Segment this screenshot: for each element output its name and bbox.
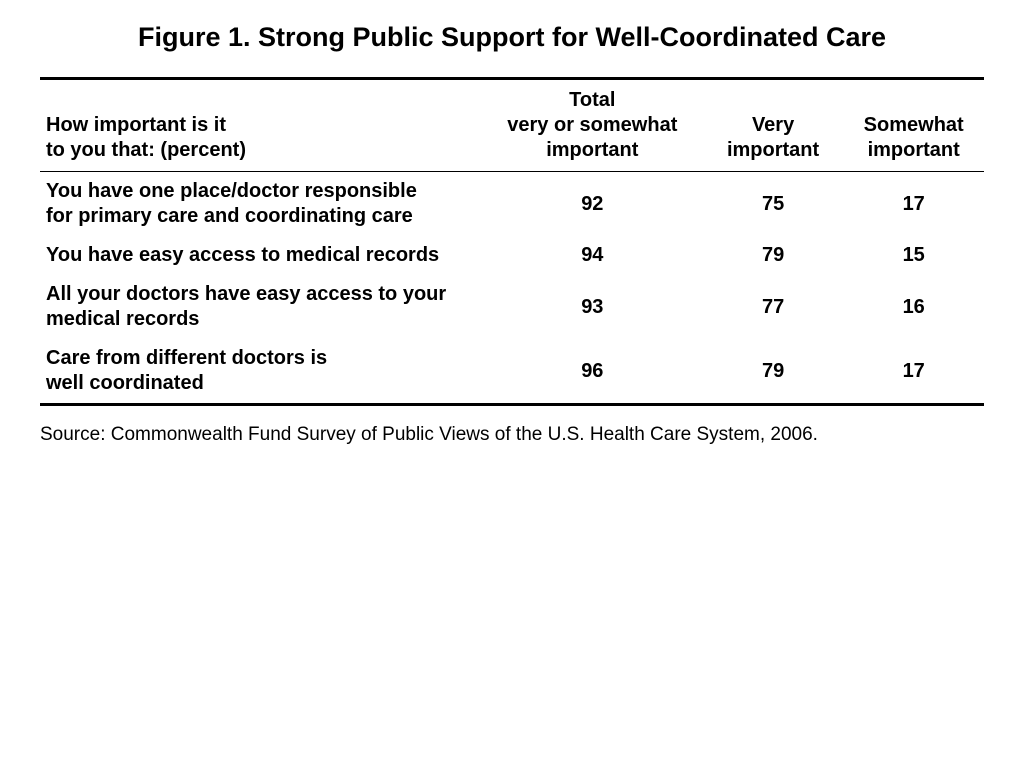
data-table: How important is it to you that: (percen… — [40, 77, 984, 406]
cell-total: 92 — [482, 172, 703, 237]
row-label-text: Care from different doctors is — [46, 347, 327, 369]
col-header-total: Total very or somewhat important — [482, 79, 703, 172]
col-header-text: very or somewhat — [507, 114, 677, 136]
source-note: Source: Commonwealth Fund Survey of Publ… — [40, 424, 984, 446]
table-row: You have one place/doctor responsible fo… — [40, 172, 984, 237]
cell-somewhat: 16 — [843, 275, 984, 339]
cell-total: 93 — [482, 275, 703, 339]
col-header-text: important — [868, 139, 960, 161]
col-header-somewhat: Somewhat important — [843, 79, 984, 172]
table-row: You have easy access to medical records … — [40, 236, 984, 275]
cell-very: 79 — [703, 339, 844, 405]
table-header-row: How important is it to you that: (percen… — [40, 79, 984, 172]
cell-somewhat: 17 — [843, 172, 984, 237]
row-label-text: for primary care and coordinating care — [46, 205, 413, 227]
row-label: All your doctors have easy access to you… — [40, 275, 482, 339]
col-header-question: How important is it to you that: (percen… — [40, 79, 482, 172]
row-label-text: well coordinated — [46, 372, 204, 394]
row-label-text: You have easy access to medical records — [46, 244, 439, 266]
figure-title: Figure 1. Strong Public Support for Well… — [40, 22, 984, 53]
cell-somewhat: 15 — [843, 236, 984, 275]
row-label: Care from different doctors is well coor… — [40, 339, 482, 405]
row-label-text: medical records — [46, 308, 199, 330]
row-label: You have one place/doctor responsible fo… — [40, 172, 482, 237]
cell-total: 94 — [482, 236, 703, 275]
row-label-text: All your doctors have easy access to you… — [46, 283, 446, 305]
col-header-text: important — [727, 139, 819, 161]
cell-somewhat: 17 — [843, 339, 984, 405]
cell-very: 75 — [703, 172, 844, 237]
cell-very: 79 — [703, 236, 844, 275]
slide: Figure 1. Strong Public Support for Well… — [0, 0, 1024, 768]
cell-very: 77 — [703, 275, 844, 339]
table-row: All your doctors have easy access to you… — [40, 275, 984, 339]
col-header-very: Very important — [703, 79, 844, 172]
col-header-text: important — [546, 139, 638, 161]
cell-total: 96 — [482, 339, 703, 405]
col-header-text: Total — [569, 89, 615, 111]
col-header-text: to you that: (percent) — [46, 139, 246, 161]
col-header-text: Somewhat — [864, 114, 964, 136]
row-label: You have easy access to medical records — [40, 236, 482, 275]
col-header-text: How important is it — [46, 114, 226, 136]
row-label-text: You have one place/doctor responsible — [46, 180, 417, 202]
col-header-text: Very — [752, 114, 794, 136]
table-row: Care from different doctors is well coor… — [40, 339, 984, 405]
